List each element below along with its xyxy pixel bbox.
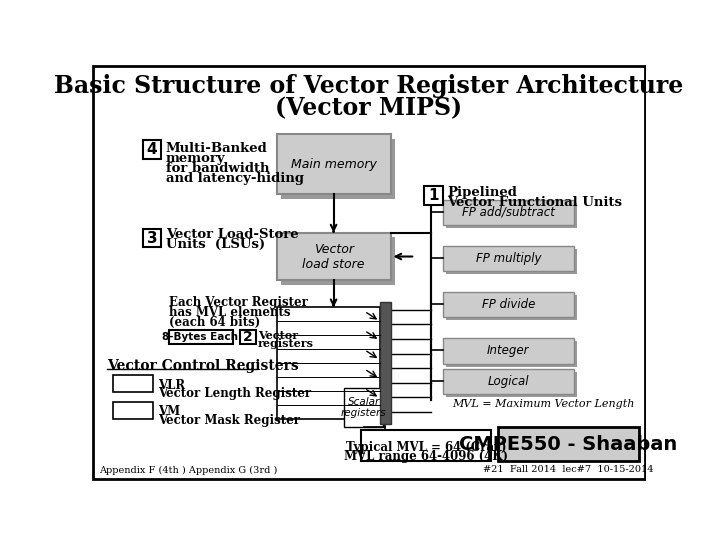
Text: Scalar
registers: Scalar registers xyxy=(341,397,387,418)
Text: 8-Bytes Each: 8-Bytes Each xyxy=(163,332,238,342)
Text: MVL range 64-4096 (4K): MVL range 64-4096 (4K) xyxy=(344,450,508,463)
Text: (Vector MIPS): (Vector MIPS) xyxy=(276,97,462,120)
FancyBboxPatch shape xyxy=(240,330,256,345)
Text: 3: 3 xyxy=(147,231,157,246)
Text: FP multiply: FP multiply xyxy=(476,252,541,265)
FancyBboxPatch shape xyxy=(498,428,639,461)
Text: Vector: Vector xyxy=(258,330,298,341)
FancyBboxPatch shape xyxy=(379,302,390,423)
Text: VLR: VLR xyxy=(158,379,185,392)
Text: Vector Control Registers: Vector Control Registers xyxy=(107,359,299,373)
Text: Units  (LSUs): Units (LSUs) xyxy=(166,238,265,251)
FancyBboxPatch shape xyxy=(446,202,577,228)
Text: Multi-Banked: Multi-Banked xyxy=(166,142,267,155)
Text: Vector Length Register: Vector Length Register xyxy=(158,387,311,401)
Text: for bandwidth: for bandwidth xyxy=(166,162,269,175)
Text: Each Vector Register: Each Vector Register xyxy=(168,296,307,309)
FancyBboxPatch shape xyxy=(443,369,574,394)
Text: Main memory: Main memory xyxy=(291,158,377,171)
Text: Vector Functional Units: Vector Functional Units xyxy=(448,197,623,210)
Text: Appendix F (4th ) Appendix G (3rd ): Appendix F (4th ) Appendix G (3rd ) xyxy=(99,466,278,475)
FancyBboxPatch shape xyxy=(276,134,390,194)
FancyBboxPatch shape xyxy=(361,430,490,461)
Text: memory: memory xyxy=(166,152,225,165)
Text: FP divide: FP divide xyxy=(482,298,535,311)
Text: FP add/subtract: FP add/subtract xyxy=(462,205,555,218)
Text: has MVL elements: has MVL elements xyxy=(168,306,290,319)
FancyBboxPatch shape xyxy=(446,295,577,320)
FancyBboxPatch shape xyxy=(113,375,153,392)
FancyBboxPatch shape xyxy=(113,402,153,419)
FancyBboxPatch shape xyxy=(446,249,577,274)
Text: and latency-hiding: and latency-hiding xyxy=(166,172,304,185)
Text: Basic Structure of Vector Register Architecture: Basic Structure of Vector Register Archi… xyxy=(55,75,683,98)
FancyBboxPatch shape xyxy=(276,233,390,280)
FancyBboxPatch shape xyxy=(282,237,395,285)
Text: Vector Mask Register: Vector Mask Register xyxy=(158,414,300,427)
FancyBboxPatch shape xyxy=(443,246,574,271)
Text: VM: VM xyxy=(158,405,180,418)
Text: 4: 4 xyxy=(147,142,157,157)
Text: 1: 1 xyxy=(428,188,439,203)
FancyBboxPatch shape xyxy=(143,229,161,247)
FancyBboxPatch shape xyxy=(446,372,577,397)
Text: Pipelined: Pipelined xyxy=(448,186,518,199)
FancyBboxPatch shape xyxy=(443,338,574,363)
FancyBboxPatch shape xyxy=(446,341,577,367)
FancyBboxPatch shape xyxy=(344,388,383,427)
FancyBboxPatch shape xyxy=(443,200,574,225)
Text: Vector
load store: Vector load store xyxy=(302,242,365,271)
Text: Typical MVL = 64 (Cray): Typical MVL = 64 (Cray) xyxy=(346,441,506,454)
Text: MVL = Maximum Vector Length: MVL = Maximum Vector Length xyxy=(452,399,634,409)
Text: registers: registers xyxy=(258,338,314,349)
Text: Logical: Logical xyxy=(487,375,529,388)
FancyBboxPatch shape xyxy=(282,139,395,199)
Text: CMPE550 - Shaaban: CMPE550 - Shaaban xyxy=(459,435,678,454)
FancyBboxPatch shape xyxy=(425,186,443,205)
Text: 2: 2 xyxy=(243,329,253,343)
FancyBboxPatch shape xyxy=(276,307,379,419)
FancyBboxPatch shape xyxy=(94,66,644,479)
FancyBboxPatch shape xyxy=(443,292,574,318)
Text: (each 64 bits): (each 64 bits) xyxy=(168,316,260,329)
FancyBboxPatch shape xyxy=(143,140,161,159)
FancyBboxPatch shape xyxy=(168,330,233,345)
Text: Vector Load-Store: Vector Load-Store xyxy=(166,228,298,241)
Text: Integer: Integer xyxy=(487,344,530,357)
Text: #21  Fall 2014  lec#7  10-15-2014: #21 Fall 2014 lec#7 10-15-2014 xyxy=(483,464,654,474)
